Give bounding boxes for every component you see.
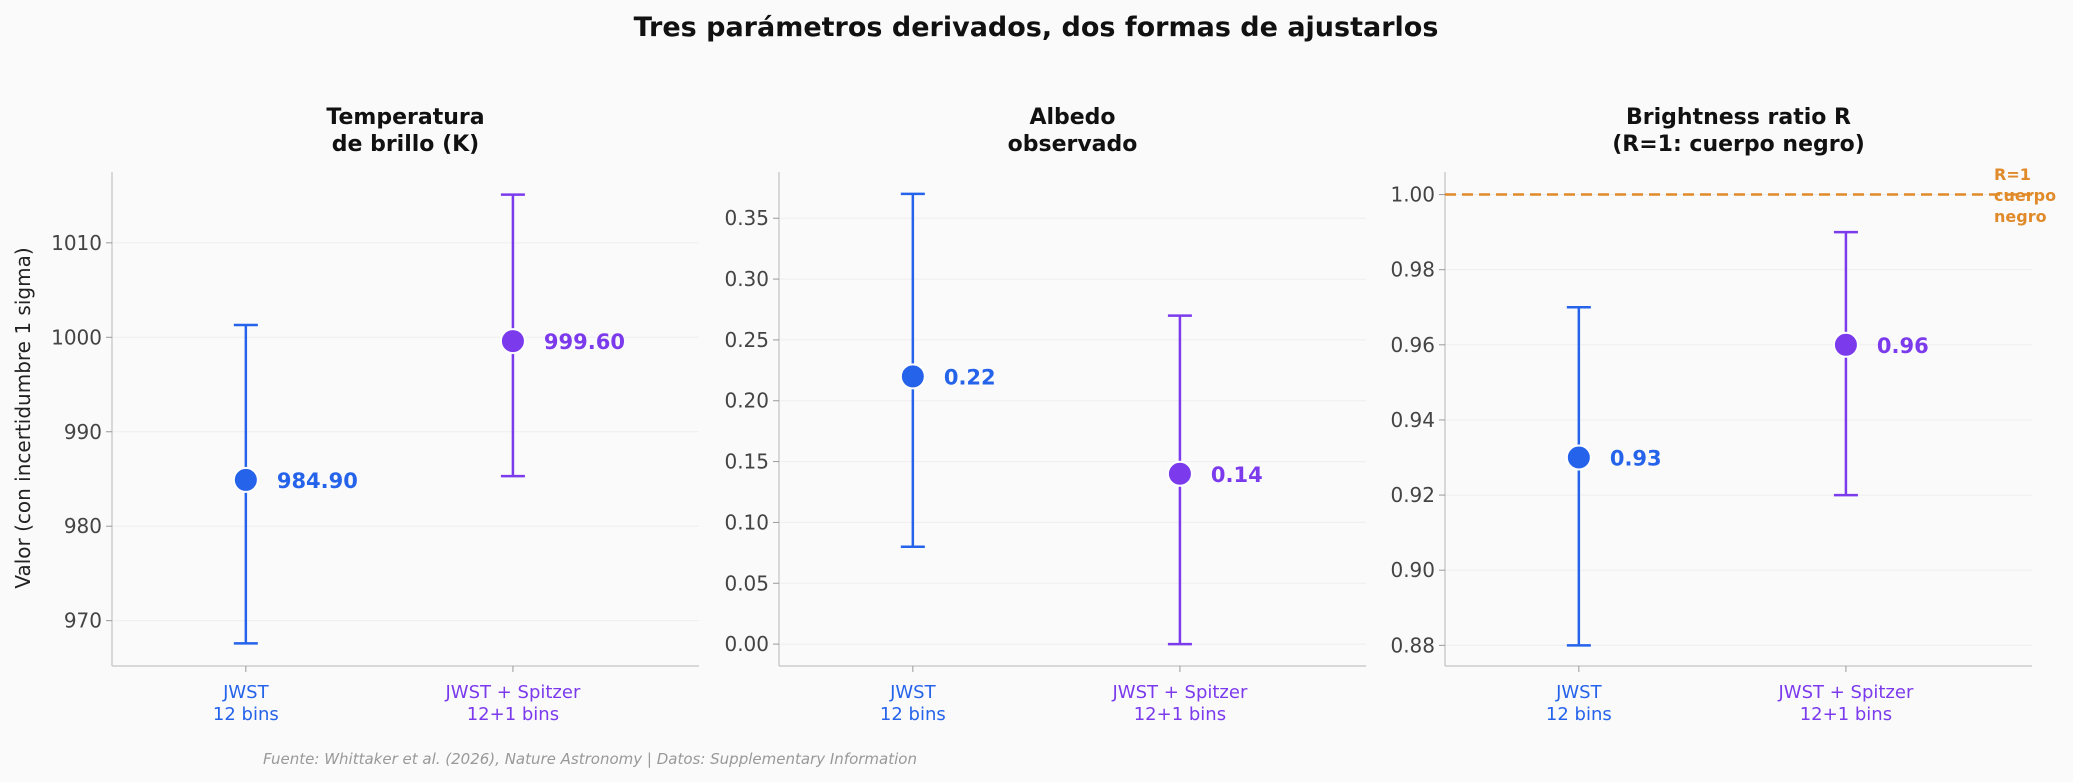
x-category-label: JWST [222,682,270,703]
y-tick-label: 0.92 [1390,483,1435,507]
x-category-label: 12+1 bins [1800,704,1892,725]
y-tick-label: 1010 [51,231,102,255]
x-category-label: 12 bins [880,704,946,725]
reference-note-line: negro [1994,207,2047,226]
data-value-label: 0.93 [1610,447,1662,471]
x-category-label: 12+1 bins [1134,704,1226,725]
data-value-label: 0.96 [1877,334,1929,358]
y-tick-label: 0.98 [1390,258,1435,282]
x-category-label: 12 bins [1546,704,1612,725]
y-tick-label: 0.10 [724,510,769,534]
y-tick-label: 0.35 [724,206,769,230]
y-tick-label: 0.20 [724,389,769,413]
panel-title-line: de brillo (K) [332,132,479,157]
panel-title-line: (R=1: cuerpo negro) [1612,132,1865,157]
data-point [899,363,926,390]
y-tick-label: 980 [64,514,102,538]
reference-note-line: cuerpo [1994,186,2056,205]
data-value-label: 0.22 [944,365,996,389]
x-category-label: JWST + Spitzer [1111,682,1247,703]
y-axis-label: Valor (con incertidumbre 1 sigma) [11,247,35,588]
y-tick-label: 1.00 [1390,183,1435,207]
y-tick-label: 1000 [51,325,102,349]
y-tick-label: 0.88 [1390,633,1435,657]
panel-2: 0.00 0.05 0.10 0.15 0.20 0.25 0.30 0.35 Albedoob… [724,105,1366,725]
panel-title-line: observado [1008,132,1138,157]
x-category-label: 12 bins [213,704,279,725]
x-category-label: JWST + Spitzer [444,682,580,703]
data-value-label: 999.60 [544,330,625,354]
reference-note-line: R=1 [1994,165,2031,184]
source-note: Fuente: Whittaker et al. (2026), Nature … [263,750,917,768]
data-point [1832,331,1859,358]
x-category-label: JWST + Spitzer [1777,682,1913,703]
data-value-label: 984.90 [277,469,358,493]
x-category-label: JWST [889,682,937,703]
y-tick-label: 0.94 [1390,408,1435,432]
y-tick-label: 0.96 [1390,333,1435,357]
y-tick-label: 0.15 [724,450,769,474]
data-value-label: 0.14 [1211,463,1263,487]
y-tick-label: 0.05 [724,571,769,595]
panel-3: 0.88 0.90 0.92 0.94 0.96 0.98 1.00 R=1 cuerpo neg… [1390,105,2056,725]
data-point [232,466,259,493]
figure-title: Tres parámetros derivados, dos formas de… [634,12,1439,43]
y-tick-label: 990 [64,420,102,444]
y-tick-label: 0.25 [724,328,769,352]
y-tick-label: 970 [64,609,102,633]
x-category-label: 12+1 bins [467,704,559,725]
x-category-label: JWST [1555,682,1603,703]
panel-title-line: Temperatura [326,105,484,130]
data-point [499,328,526,355]
y-tick-label: 0.90 [1390,558,1435,582]
panel-title-line: Albedo [1029,105,1115,130]
panel-title-line: Brightness ratio R [1626,105,1851,130]
y-tick-label: 0.00 [724,632,769,656]
data-point [1166,460,1193,487]
y-tick-label: 0.30 [724,267,769,291]
data-point [1565,444,1592,471]
